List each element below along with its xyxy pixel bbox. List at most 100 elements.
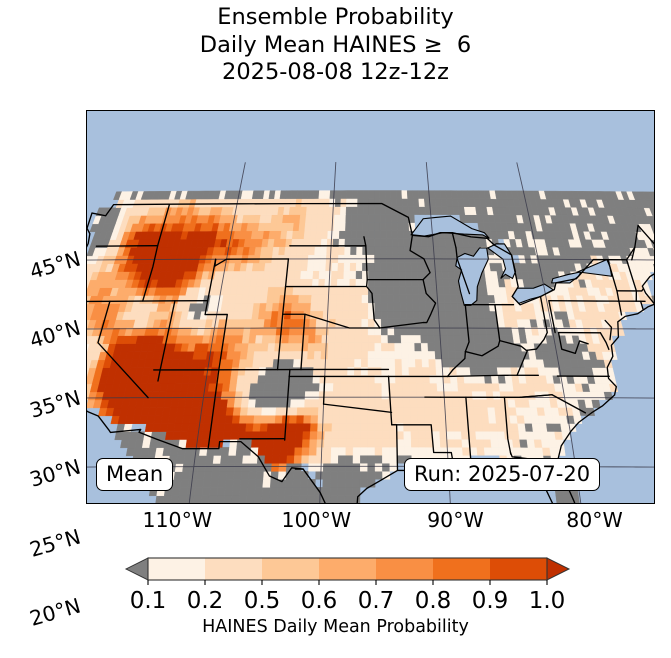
- colorbar-tick-label-0-6: 0.6: [300, 588, 338, 614]
- prob-cell: [274, 422, 283, 432]
- prob-cell: [303, 230, 311, 239]
- colorbar-tick-label-0-9: 0.9: [471, 588, 509, 614]
- prob-cell: [225, 471, 235, 480]
- prob-cell: [407, 334, 415, 344]
- map-panel[interactable]: [86, 110, 655, 504]
- prob-cell: [302, 246, 310, 255]
- prob-cell: [361, 350, 369, 360]
- prob-cell: [427, 342, 436, 352]
- prob-cell: [450, 382, 459, 392]
- prob-cell: [327, 358, 335, 368]
- prob-cell: [336, 286, 344, 296]
- prob-cell: [231, 415, 241, 424]
- prob-cell: [448, 350, 456, 360]
- prob-cell: [404, 270, 412, 279]
- prob-cell: [341, 342, 349, 352]
- prob-cell: [393, 286, 401, 296]
- prob-cell: [420, 334, 429, 344]
- prob-cell: [406, 190, 414, 199]
- prob-cell: [345, 222, 352, 231]
- prob-cell: [418, 206, 426, 215]
- prob-cell: [449, 366, 458, 376]
- prob-cell: [255, 278, 264, 288]
- prob-cell: [287, 222, 295, 232]
- prob-cell: [316, 214, 324, 223]
- prob-cell: [222, 431, 232, 440]
- prob-cell: [367, 334, 376, 344]
- prob-cell: [481, 423, 491, 432]
- prob-cell: [438, 310, 447, 320]
- prob-cell: [293, 214, 301, 223]
- prob-cell: [338, 414, 347, 424]
- prob-cell: [260, 294, 268, 304]
- prob-cell: [430, 398, 439, 408]
- prob-cell: [337, 495, 346, 503]
- prob-cell: [276, 262, 284, 272]
- prob-cell: [313, 358, 322, 368]
- prob-cell: [284, 487, 293, 496]
- prob-cell: [475, 431, 484, 440]
- prob-cell: [418, 439, 427, 448]
- prob-cell: [299, 278, 307, 288]
- prob-cell: [261, 487, 271, 496]
- prob-cell: [380, 310, 388, 320]
- prob-cell: [456, 302, 465, 312]
- prob-cell: [286, 358, 295, 368]
- prob-cell: [262, 390, 271, 400]
- prob-cell: [281, 334, 290, 344]
- colorbar[interactable]: [0, 552, 671, 592]
- prob-cell: [439, 318, 447, 328]
- prob-cell: [460, 422, 469, 432]
- prob-cell: [308, 246, 316, 255]
- prob-cell: [374, 238, 381, 247]
- lat-tick-40degN: 40°N: [27, 315, 84, 354]
- prob-cell: [299, 495, 308, 503]
- prob-cell: [407, 342, 416, 352]
- prob-cell: [374, 430, 383, 440]
- prob-cell: [457, 246, 465, 256]
- prob-cell: [421, 238, 429, 247]
- prob-cell: [507, 399, 517, 408]
- prob-cell: [229, 375, 239, 384]
- prob-cell: [210, 471, 220, 480]
- prob-cell: [248, 463, 258, 472]
- prob-cell: [316, 222, 323, 231]
- prob-cell: [286, 447, 296, 456]
- prob-cell: [321, 334, 329, 344]
- prob-cell: [529, 407, 539, 416]
- prob-cell: [305, 382, 314, 392]
- prob-cell: [237, 431, 246, 440]
- prob-cell: [215, 431, 225, 440]
- prob-cell: [360, 382, 369, 392]
- prob-cell: [286, 286, 294, 296]
- prob-cell: [346, 198, 353, 207]
- prob-cell: [307, 479, 316, 488]
- prob-cell: [330, 463, 339, 472]
- prob-cell: [381, 398, 390, 408]
- prob-cell: [348, 310, 356, 320]
- colorbar-under-extend: [124, 557, 149, 581]
- prob-cell: [251, 439, 260, 448]
- colorbar-segment: [148, 558, 206, 580]
- prob-cell: [394, 342, 402, 352]
- prob-cell: [539, 431, 549, 440]
- prob-cell: [344, 479, 353, 488]
- prob-cell: [337, 462, 346, 472]
- run-label-box[interactable]: Run: 2025-07-20: [404, 458, 601, 491]
- prob-cell: [402, 382, 410, 392]
- prob-cell: [374, 390, 383, 400]
- prob-cell: [350, 230, 358, 239]
- prob-cell: [459, 415, 469, 424]
- prob-cell: [374, 350, 382, 360]
- state-borders: [87, 202, 654, 503]
- prob-cell: [338, 446, 347, 456]
- prob-cell: [482, 431, 491, 440]
- prob-cell: [174, 463, 184, 472]
- prob-cell: [422, 382, 431, 392]
- prob-cell: [328, 334, 336, 344]
- prob-cell: [491, 447, 500, 456]
- mean-label-box[interactable]: Mean: [96, 458, 174, 491]
- prob-cell: [387, 342, 396, 352]
- prob-cell: [247, 342, 256, 352]
- prob-cell: [292, 230, 300, 239]
